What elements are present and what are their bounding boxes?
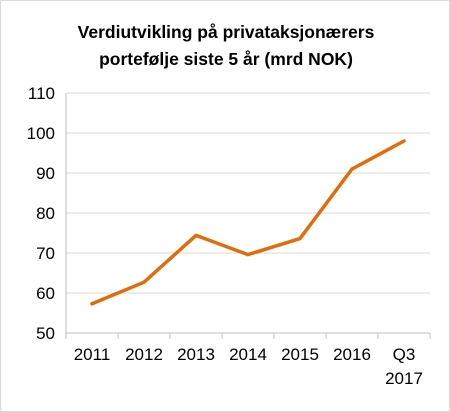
data-point-2014 (246, 253, 250, 257)
series (90, 139, 406, 306)
x-tick-label-2016: 2016 (333, 345, 371, 364)
chart-title-line-1: Verdiutvikling på privataksjonærers (77, 22, 375, 42)
x-tick-label-2013: 2013 (177, 345, 215, 364)
data-point-2012 (142, 280, 146, 284)
y-tick-label-90: 90 (36, 164, 55, 183)
axes (65, 93, 431, 339)
chart-title: Verdiutvikling på privataksjonærers port… (1, 19, 450, 73)
y-tick-label-50: 50 (36, 324, 55, 343)
data-point-2015 (298, 237, 302, 241)
y-tick-label-100: 100 (27, 124, 55, 143)
x-tick-label-2011: 2011 (74, 345, 111, 364)
x-tick-label-2015: 2015 (281, 345, 319, 364)
x-tick-label-Q3-2017: Q3 2017 (385, 345, 423, 388)
y-tick-label-70: 70 (36, 244, 55, 263)
data-point-2016 (350, 167, 354, 171)
y-tick-label-110: 110 (28, 84, 55, 103)
series-line (90, 139, 406, 306)
data-point-Q3-2017 (402, 139, 406, 143)
y-tick-label-60: 60 (36, 284, 55, 303)
data-point-2011 (90, 302, 94, 306)
y-tick-label-80: 80 (36, 204, 55, 223)
x-tick-label-2014: 2014 (229, 345, 267, 364)
x-axis-tick-labels: 2011 2012 2013 2014 2015 2016 Q3 2017 (74, 345, 423, 388)
gridlines (66, 92, 430, 294)
chart-title-line-2: portefølje siste 5 år (mrd NOK) (99, 49, 353, 69)
data-point-2013 (194, 233, 198, 237)
x-tick-label-2012: 2012 (125, 345, 163, 364)
y-axis-tick-labels: 50 60 70 80 90 100 110 (27, 84, 55, 343)
